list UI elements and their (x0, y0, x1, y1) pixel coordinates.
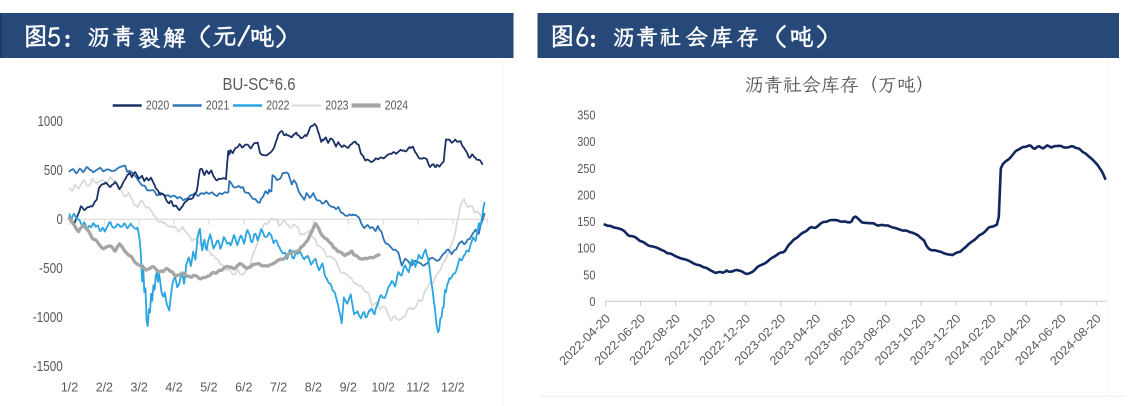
svg-text:-1000: -1000 (33, 309, 63, 326)
svg-text:2024: 2024 (385, 98, 408, 112)
svg-text:150: 150 (577, 215, 595, 229)
svg-text:6/2: 6/2 (235, 381, 252, 395)
svg-text:11/2: 11/2 (406, 381, 429, 395)
svg-text:2/2: 2/2 (96, 381, 113, 395)
svg-text:2020: 2020 (146, 98, 169, 112)
svg-text:350: 350 (577, 108, 595, 122)
svg-text:2023: 2023 (325, 98, 348, 112)
svg-text:12/2: 12/2 (441, 381, 464, 395)
svg-text:8/2: 8/2 (305, 381, 322, 395)
svg-text:10/2: 10/2 (371, 381, 394, 395)
svg-text:200: 200 (577, 188, 595, 202)
svg-text:2021: 2021 (206, 98, 229, 112)
svg-text:3/2: 3/2 (131, 381, 148, 395)
svg-text:-500: -500 (39, 260, 63, 277)
svg-text:9/2: 9/2 (340, 381, 357, 395)
svg-text:300: 300 (577, 135, 595, 149)
svg-text:50: 50 (583, 268, 595, 282)
svg-text:7/2: 7/2 (270, 381, 287, 395)
svg-text:1/2: 1/2 (61, 381, 78, 395)
svg-text:4/2: 4/2 (165, 381, 182, 395)
svg-text:5/2: 5/2 (200, 381, 217, 395)
svg-text:2022: 2022 (266, 98, 289, 112)
svg-text:BU-SC*6.6: BU-SC*6.6 (223, 74, 296, 94)
svg-text:-1500: -1500 (33, 358, 63, 375)
svg-text:0: 0 (589, 295, 595, 309)
svg-text:0: 0 (57, 211, 63, 228)
svg-text:100: 100 (577, 242, 595, 256)
svg-text:500: 500 (44, 162, 63, 179)
svg-text:1000: 1000 (38, 113, 63, 130)
svg-text:250: 250 (577, 162, 595, 176)
